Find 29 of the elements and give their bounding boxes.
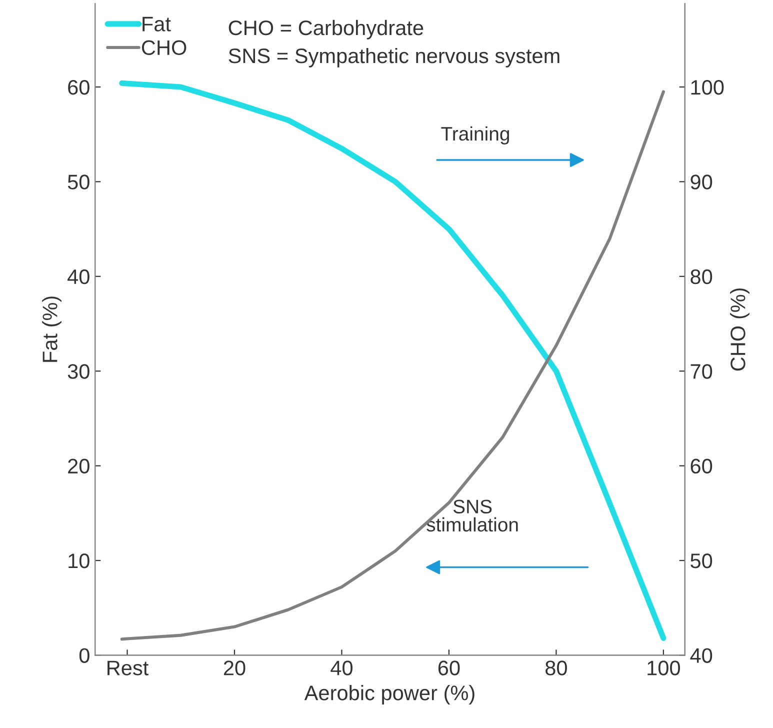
x-tick-label: 40 bbox=[330, 660, 352, 676]
y-tick-label: 30 bbox=[68, 364, 90, 379]
y2-tick-label: 70 bbox=[690, 364, 712, 379]
y-tick-label: 60 bbox=[68, 80, 90, 95]
annotation: SNS = Sympathetic nervous system bbox=[228, 48, 560, 68]
x-tick-label: 20 bbox=[224, 660, 246, 676]
y-tick-label: 40 bbox=[68, 269, 90, 284]
annotation: Training bbox=[441, 126, 510, 144]
y2-axis-title: CHO (%) bbox=[730, 288, 750, 371]
x-tick-label: 80 bbox=[546, 660, 567, 676]
y2-tick-label: 50 bbox=[690, 554, 712, 568]
legend-label: CHO bbox=[142, 40, 186, 56]
annotation: SNS stimulation bbox=[426, 500, 518, 532]
y2-tick-label: 100 bbox=[691, 80, 724, 95]
y2-tick-label: 40 bbox=[690, 648, 712, 663]
legend-label: Fat bbox=[142, 16, 171, 32]
y-tick-label: 10 bbox=[68, 554, 90, 568]
y2-tick-label: 90 bbox=[690, 174, 712, 190]
y2-tick-label: 60 bbox=[690, 458, 712, 474]
y2-tick-label: 80 bbox=[690, 269, 712, 284]
y-tick-label: 0 bbox=[79, 648, 90, 663]
y-tick-label: 20 bbox=[68, 458, 90, 474]
annotation: CHO = Carbohydrate bbox=[228, 20, 424, 40]
x-tick-label: 60 bbox=[438, 660, 460, 676]
y-tick-label: 50 bbox=[68, 174, 90, 190]
x-axis-title: Aerobic power (%) bbox=[304, 685, 474, 704]
y-axis-title: Fat (%) bbox=[42, 296, 62, 362]
x-tick-label: 100 bbox=[648, 660, 680, 676]
x-tick-label: Rest bbox=[108, 660, 149, 676]
